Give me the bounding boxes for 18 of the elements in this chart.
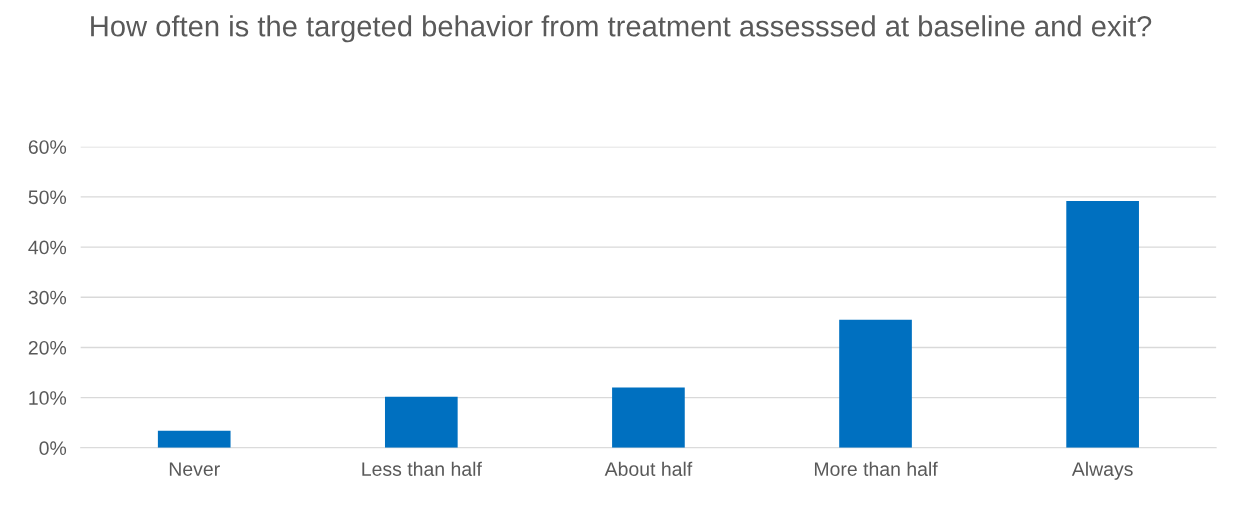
chart-title: How often is the targeted behavior from treatment assesssed at baseline and exit? — [91, 15, 1152, 43]
y-tick-label: 10% — [29, 391, 67, 405]
x-tick-label: Always — [1071, 461, 1133, 480]
x-tick-label: More than half — [814, 461, 938, 476]
x-tick-label: Less than half — [362, 461, 482, 476]
bar — [839, 319, 912, 448]
bar — [157, 430, 231, 448]
bar — [1066, 200, 1139, 448]
y-tick-label: 30% — [28, 290, 67, 305]
x-tick-label: About half — [604, 461, 693, 476]
bar — [384, 396, 458, 448]
y-tick-label: 60% — [28, 140, 67, 154]
y-tick-label: 0% — [39, 441, 67, 456]
x-tick-label: Never — [169, 462, 220, 476]
y-tick-label: 40% — [28, 240, 67, 255]
bar — [612, 387, 685, 448]
y-tick-label: 20% — [28, 340, 67, 355]
y-tick-label: 50% — [28, 190, 67, 205]
